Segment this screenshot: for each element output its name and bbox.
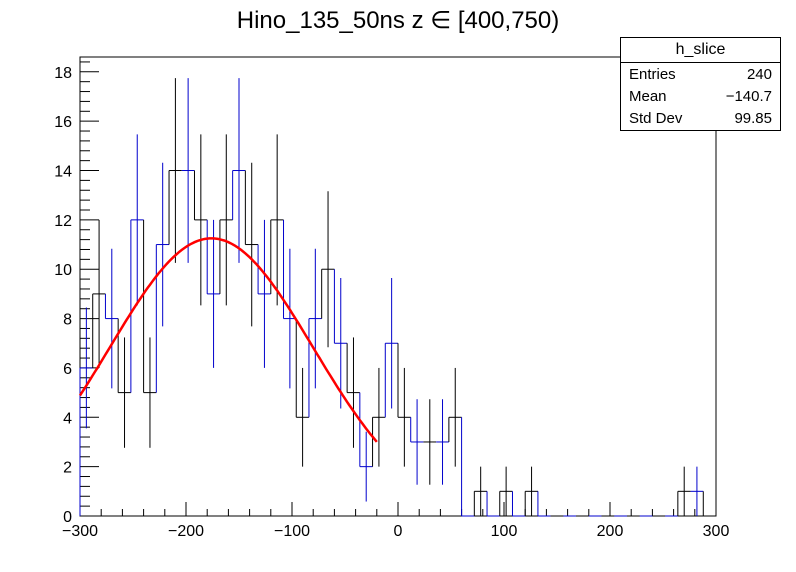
stats-label: Std Dev: [629, 110, 683, 127]
y-tick-label: 10: [54, 262, 72, 279]
stats-label: Mean: [629, 88, 667, 105]
stats-value: −140.7: [725, 88, 772, 105]
x-tick-label: 0: [394, 523, 403, 540]
stats-row-entries: Entries 240: [621, 63, 780, 85]
y-tick-label: 12: [54, 213, 72, 230]
chart-title: Hino_135_50ns z ∈ [400,750): [236, 7, 560, 34]
y-tick-label: 6: [63, 361, 72, 378]
stats-label: Entries: [629, 66, 676, 83]
x-tick-label: 200: [597, 523, 624, 540]
stats-box: h_slice Entries 240 Mean −140.7 Std Dev …: [620, 37, 781, 131]
stats-value: 240: [746, 66, 772, 83]
y-tick-label: 8: [63, 312, 72, 329]
fit-curve: [78, 237, 378, 443]
y-tick-label: 2: [63, 460, 72, 477]
x-tick-label: 300: [703, 523, 730, 540]
x-tick-label: 100: [491, 523, 518, 540]
stats-row-stddev: Std Dev 99.85: [621, 107, 780, 129]
x-tick-label: −300: [62, 523, 98, 540]
stats-title: h_slice: [621, 38, 780, 63]
y-tick-label: 18: [54, 65, 72, 82]
x-tick-label: −100: [274, 523, 310, 540]
stats-row-mean: Mean −140.7: [621, 85, 780, 107]
y-tick-label: 14: [54, 164, 72, 181]
y-tick-label: 0: [63, 509, 72, 526]
y-tick-label: 4: [63, 410, 72, 427]
x-tick-label: −200: [168, 523, 204, 540]
y-tick-label: 16: [54, 114, 72, 131]
stats-value: 99.85: [734, 110, 772, 127]
